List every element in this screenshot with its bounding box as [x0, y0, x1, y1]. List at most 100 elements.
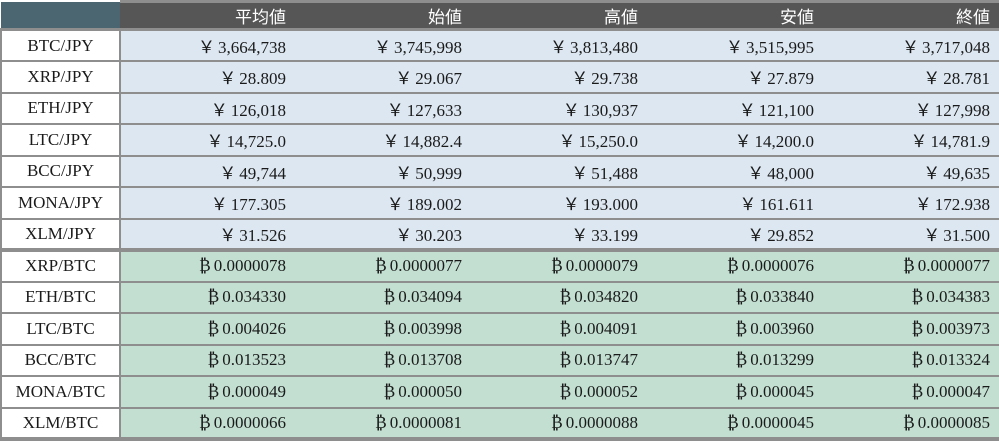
pair-label: BTC/JPY	[0, 29, 121, 62]
rate-cell: ₿ 0.000045	[648, 376, 824, 409]
rate-value: 0.003960	[750, 318, 814, 338]
pair-label: LTC/JPY	[0, 124, 121, 157]
rate-value: 30.203	[415, 226, 462, 246]
currency-symbol: ₿	[911, 318, 924, 338]
rate-cell: ₿ 0.003973	[824, 313, 999, 346]
pair-label: LTC/BTC	[0, 313, 121, 346]
table-row: XLM/JPY ￥ 31.526 ￥ 30.203 ￥ 33.199 ￥ 29.852 ￥ 31.5…	[0, 218, 999, 251]
rate-value: 29.852	[767, 226, 814, 246]
currency-symbol: ￥	[910, 132, 928, 152]
rate-value: 0.034820	[574, 287, 638, 307]
rate-value: 0.0000076	[741, 256, 814, 276]
table-row: MONA/BTC ₿ 0.000049 ₿ 0.000050 ₿ 0.000052 ₿ 0.00…	[0, 376, 999, 409]
rate-cell: ￥ 31.500	[824, 218, 999, 251]
pair-label: XRP/JPY	[0, 61, 121, 94]
table-row: XLM/BTC ₿ 0.0000066 ₿ 0.0000081 ₿ 0.0000088 ₿ 0.…	[0, 407, 999, 441]
rate-cell: ￥ 172.938	[824, 187, 999, 220]
currency-symbol: ￥	[747, 163, 765, 183]
currency-symbol: ￥	[739, 195, 757, 215]
rate-cell: ₿ 0.004026	[120, 313, 296, 346]
currency-symbol: ₿	[911, 350, 924, 370]
pair-label: MONA/BTC	[0, 376, 121, 409]
currency-symbol: ₿	[559, 318, 572, 338]
rate-value: 28.809	[239, 69, 286, 89]
currency-symbol: ₿	[207, 350, 220, 370]
rate-cell: ₿ 0.004091	[472, 313, 648, 346]
rate-cell: ￥ 29.738	[472, 61, 648, 94]
currency-symbol: ￥	[395, 163, 413, 183]
table-row: BTC/JPY ￥ 3,664,738 ￥ 3,745,998 ￥ 3,813,480 ￥ 3,…	[0, 29, 999, 62]
rate-value: 0.0000066	[213, 412, 286, 432]
rate-value: 31.526	[239, 226, 286, 246]
table-corner-cell	[1, 1, 120, 31]
rate-cell: ₿ 0.0000045	[648, 407, 824, 441]
rate-cell: ₿ 0.0000088	[472, 407, 648, 441]
rate-cell: ₿ 0.034383	[824, 281, 999, 314]
rate-cell: ￥ 177.305	[120, 187, 296, 220]
currency-symbol: ￥	[902, 38, 919, 57]
rate-value: 3,813,480	[570, 38, 638, 57]
currency-symbol: ₿	[911, 381, 924, 401]
column-header-average: 平均値	[120, 0, 296, 31]
rate-value: 0.0000085	[917, 412, 990, 432]
currency-symbol: ￥	[571, 69, 589, 89]
column-header-open: 始値	[296, 0, 472, 31]
rate-cell: ₿ 0.0000077	[824, 248, 999, 283]
pair-label: BCC/BTC	[0, 344, 121, 377]
rate-value: 0.000050	[398, 381, 462, 401]
rate-cell: ₿ 0.000049	[120, 376, 296, 409]
currency-symbol: ￥	[923, 163, 941, 183]
currency-symbol: ￥	[386, 195, 404, 215]
rate-cell: ₿ 0.0000079	[472, 248, 648, 283]
rate-value: 0.003973	[926, 318, 990, 338]
table-row: MONA/JPY ￥ 177.305 ￥ 189.002 ￥ 193.000 ￥ 161.611…	[0, 187, 999, 220]
rate-value: 0.033840	[750, 287, 814, 307]
rate-value: 130,937	[582, 100, 638, 120]
rate-cell: ₿ 0.013324	[824, 344, 999, 377]
rate-value: 3,515,995	[746, 38, 814, 57]
rate-value: 14,781.9	[930, 132, 991, 152]
rate-cell: ￥ 15,250.0	[472, 124, 648, 157]
currency-symbol: ₿	[559, 381, 572, 401]
currency-symbol: ￥	[210, 100, 228, 120]
rate-cell: ₿ 0.033840	[648, 281, 824, 314]
rate-value: 0.034330	[222, 287, 286, 307]
currency-symbol: ￥	[374, 38, 391, 57]
rate-cell: ₿ 0.0000085	[824, 407, 999, 441]
rate-cell: ￥ 127,633	[296, 92, 472, 125]
table-row: LTC/JPY ￥ 14,725.0 ￥ 14,882.4 ￥ 15,250.0 ￥ 14,20…	[0, 124, 999, 157]
rate-value: 14,725.0	[226, 132, 287, 152]
currency-symbol: ￥	[747, 69, 765, 89]
currency-symbol: ￥	[382, 132, 400, 152]
rate-value: 0.013523	[222, 350, 286, 370]
rate-cell: ￥ 27.879	[648, 61, 824, 94]
pair-label: BCC/JPY	[0, 155, 121, 188]
rate-cell: ￥ 3,813,480	[472, 29, 648, 62]
rate-value: 15,250.0	[578, 132, 639, 152]
rate-cell: ￥ 189.002	[296, 187, 472, 220]
rate-value: 189.002	[406, 195, 462, 215]
currency-symbol: ￥	[219, 226, 237, 246]
rate-value: 14,200.0	[754, 132, 815, 152]
currency-symbol: ₿	[198, 412, 211, 432]
currency-symbol: ₿	[726, 412, 739, 432]
pair-label: MONA/JPY	[0, 187, 121, 220]
currency-symbol: ₿	[559, 350, 572, 370]
currency-symbol: ₿	[902, 256, 915, 276]
rate-cell: ₿ 0.013747	[472, 344, 648, 377]
rate-value: 51,488	[591, 163, 638, 183]
rate-value: 126,018	[230, 100, 286, 120]
rate-value: 48,000	[767, 163, 814, 183]
rate-cell: ₿ 0.034330	[120, 281, 296, 314]
pair-label: XRP/BTC	[0, 248, 121, 283]
table-body: BTC/JPY ￥ 3,664,738 ￥ 3,745,998 ￥ 3,813,480 ￥ 3,…	[0, 29, 999, 441]
currency-symbol: ₿	[374, 412, 387, 432]
rate-cell: ₿ 0.0000066	[120, 407, 296, 441]
pair-label: XLM/BTC	[0, 407, 121, 441]
rate-cell: ￥ 33.199	[472, 218, 648, 251]
rate-value: 0.034383	[926, 287, 990, 307]
rate-value: 0.034094	[398, 287, 462, 307]
currency-symbol: ₿	[559, 287, 572, 307]
currency-symbol: ￥	[726, 38, 743, 57]
